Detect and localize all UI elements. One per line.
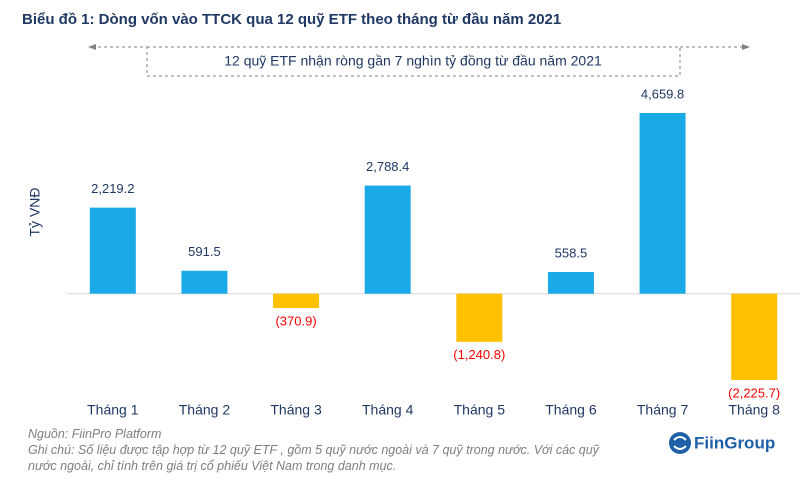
x-tick-label: Tháng 1 (87, 402, 139, 418)
bar (639, 113, 686, 294)
value-label: 2,788.4 (366, 159, 409, 174)
bar (89, 207, 136, 294)
value-label: 558.5 (555, 245, 588, 260)
logo-icon (669, 432, 691, 454)
value-label: (1,240.8) (453, 347, 505, 362)
source: Nguồn: FiinPro Platform (28, 427, 162, 441)
x-tick-label: Tháng 4 (362, 402, 414, 418)
bar (731, 293, 778, 380)
y-axis-label: Tỷ VNĐ (27, 188, 43, 237)
annotation-box (146, 46, 681, 77)
x-tick-label: Tháng 8 (729, 402, 781, 418)
bar (547, 272, 594, 294)
bar (364, 185, 411, 294)
x-tick-label: Tháng 5 (454, 402, 506, 418)
bar (456, 293, 503, 342)
bar (181, 270, 228, 294)
bar (273, 293, 320, 309)
logo-text: FiinGroup (694, 433, 775, 452)
note: Ghi chú: Số liệu được tập hợp từ 12 quỹ … (28, 443, 599, 473)
x-tick-label: Tháng 7 (637, 402, 689, 418)
arrow-head (88, 44, 96, 50)
chart-title: Biểu đồ 1: Dòng vốn vào TTCK qua 12 quỹ … (22, 11, 561, 28)
annotation: 12 quỹ ETF nhận ròng gần 7 nghìn tỷ đồng… (224, 53, 602, 69)
value-label: 591.5 (188, 244, 221, 259)
value-label: 2,219.2 (91, 181, 134, 196)
x-tick-label: Tháng 3 (270, 402, 322, 418)
x-tick-label: Tháng 6 (545, 402, 597, 418)
arrow-head (742, 44, 750, 50)
value-label: (370.9) (275, 314, 316, 329)
x-tick-label: Tháng 2 (179, 402, 231, 418)
value-label: (2,225.7) (728, 385, 780, 400)
value-label: 4,659.8 (641, 86, 684, 101)
